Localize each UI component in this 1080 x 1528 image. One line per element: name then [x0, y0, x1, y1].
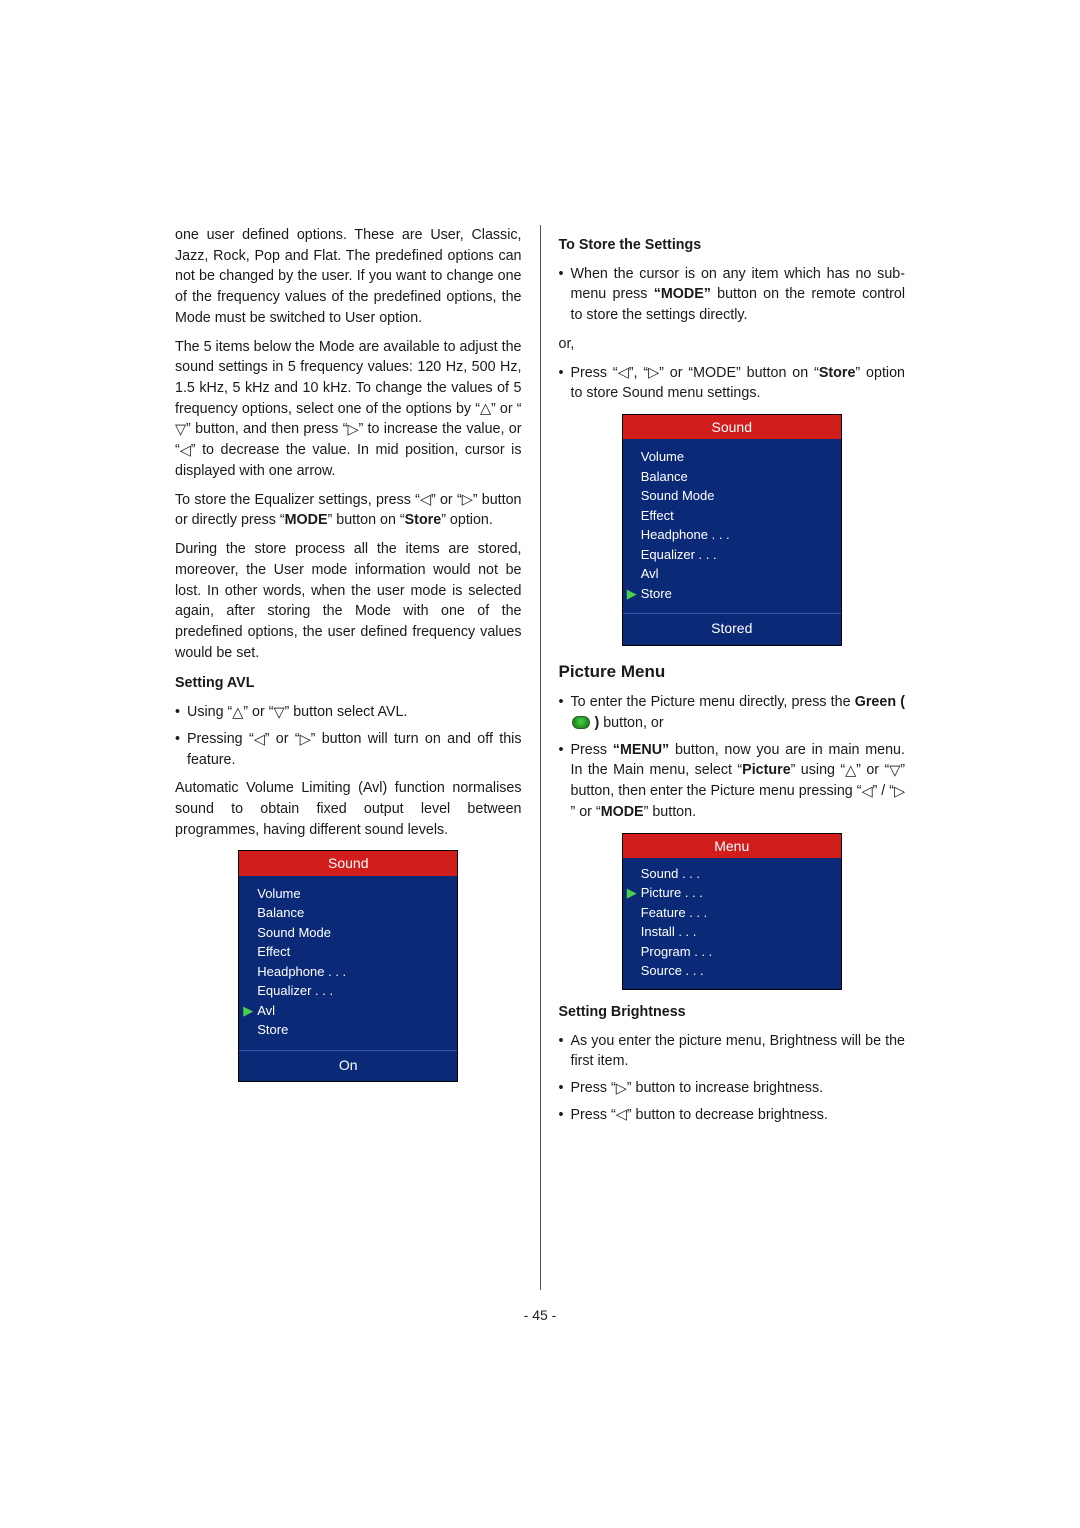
- osd-title: Sound: [623, 415, 841, 439]
- right-icon: ▷: [616, 1082, 627, 1096]
- osd-item: ▶Picture . . .: [641, 883, 831, 903]
- sound-osd-avl: Sound Volume Balance Sound Mode Effect H…: [238, 850, 458, 1082]
- store-item-1: When the cursor is on any item which has…: [559, 264, 906, 326]
- osd-item: Headphone . . .: [257, 962, 447, 982]
- osd-item: Sound Mode: [641, 486, 831, 506]
- osd-body: Volume Balance Sound Mode Effect Headpho…: [239, 876, 457, 1050]
- sound-osd-store: Sound Volume Balance Sound Mode Effect H…: [622, 414, 842, 646]
- down-icon: ▽: [273, 706, 284, 720]
- osd-item: Equalizer . . .: [257, 981, 447, 1001]
- avl-paragraph: Automatic Volume Limiting (Avl) function…: [175, 778, 522, 840]
- osd-body: Volume Balance Sound Mode Effect Headpho…: [623, 439, 841, 613]
- osd-item: Effect: [641, 506, 831, 526]
- two-column-layout: one user defined options. These are User…: [175, 225, 905, 1290]
- store-list-1: When the cursor is on any item which has…: [559, 264, 906, 326]
- main-menu-osd: Menu Sound . . . ▶Picture . . . Feature …: [622, 833, 842, 990]
- osd-title: Menu: [623, 834, 841, 858]
- osd-item: Volume: [641, 447, 831, 467]
- green-button-icon: [572, 716, 590, 729]
- up-icon: △: [232, 706, 243, 720]
- brightness-item-1: As you enter the picture menu, Brightnes…: [559, 1031, 906, 1072]
- osd-item: Program . . .: [641, 942, 831, 962]
- brightness-item-3: Press “◁” button to decrease brightness.: [559, 1105, 906, 1126]
- manual-page: one user defined options. These are User…: [0, 0, 1080, 1528]
- left-column: one user defined options. These are User…: [175, 225, 541, 1290]
- osd-item: Effect: [257, 942, 447, 962]
- or-label: or,: [559, 334, 906, 355]
- equalizer-freq: The 5 items below the Mode are available…: [175, 337, 522, 482]
- osd-footer: On: [239, 1050, 457, 1081]
- osd-item: Avl: [641, 564, 831, 584]
- osd-body: Sound . . . ▶Picture . . . Feature . . .…: [623, 858, 841, 989]
- right-icon: ▷: [347, 423, 358, 437]
- picture-item-1: To enter the Picture menu directly, pres…: [559, 692, 906, 733]
- store-item-2: Press “◁”, “▷” or “MODE” button on “Stor…: [559, 363, 906, 404]
- osd-item: Store: [257, 1020, 447, 1040]
- up-icon: △: [845, 764, 856, 778]
- down-icon: ▽: [175, 423, 186, 437]
- right-icon: ▷: [648, 366, 659, 380]
- equalizer-store-process: During the store process all the items a…: [175, 539, 522, 663]
- osd-item: ▶Store: [641, 584, 831, 604]
- left-icon: ◁: [618, 366, 629, 380]
- brightness-item-2: Press “▷” button to increase brightness.: [559, 1078, 906, 1099]
- equalizer-intro: one user defined options. These are User…: [175, 225, 522, 329]
- osd-item: Install . . .: [641, 922, 831, 942]
- picture-menu-title: Picture Menu: [559, 660, 906, 685]
- store-heading: To Store the Settings: [559, 235, 906, 256]
- osd-item: ▶Avl: [257, 1001, 447, 1021]
- osd-item: Sound . . .: [641, 864, 831, 884]
- cursor-icon: ▶: [243, 1001, 253, 1021]
- page-number: - 45 -: [0, 1307, 1080, 1323]
- right-column: To Store the Settings When the cursor is…: [541, 225, 906, 1290]
- osd-item: Equalizer . . .: [641, 545, 831, 565]
- osd-item: Feature . . .: [641, 903, 831, 923]
- avl-item-1: Using “△” or “▽” button select AVL.: [175, 702, 522, 723]
- osd-item: Source . . .: [641, 961, 831, 981]
- osd-item: Balance: [641, 467, 831, 487]
- osd-item: Volume: [257, 884, 447, 904]
- down-icon: ▽: [889, 764, 900, 778]
- left-icon: ◁: [254, 733, 265, 747]
- left-icon: ◁: [862, 785, 873, 799]
- left-icon: ◁: [180, 444, 191, 458]
- brightness-heading: Setting Brightness: [559, 1002, 906, 1023]
- osd-title: Sound: [239, 851, 457, 875]
- brightness-list: As you enter the picture menu, Brightnes…: [559, 1031, 906, 1126]
- avl-list: Using “△” or “▽” button select AVL. Pres…: [175, 702, 522, 770]
- cursor-icon: ▶: [627, 584, 637, 604]
- store-list-2: Press “◁”, “▷” or “MODE” button on “Stor…: [559, 363, 906, 404]
- right-icon: ▷: [894, 785, 905, 799]
- picture-list: To enter the Picture menu directly, pres…: [559, 692, 906, 822]
- osd-footer: Stored: [623, 613, 841, 644]
- right-icon: ▷: [462, 493, 473, 507]
- left-icon: ◁: [616, 1108, 627, 1122]
- picture-item-2: Press “MENU” button, now you are in main…: [559, 740, 906, 823]
- osd-item: Sound Mode: [257, 923, 447, 943]
- up-icon: △: [480, 402, 491, 416]
- avl-heading: Setting AVL: [175, 673, 522, 694]
- right-icon: ▷: [300, 733, 311, 747]
- cursor-icon: ▶: [627, 883, 637, 903]
- left-icon: ◁: [420, 493, 431, 507]
- avl-item-2: Pressing “◁” or “▷” button will turn on …: [175, 729, 522, 770]
- osd-item: Balance: [257, 903, 447, 923]
- osd-item: Headphone . . .: [641, 525, 831, 545]
- equalizer-store-hint: To store the Equalizer settings, press “…: [175, 490, 522, 531]
